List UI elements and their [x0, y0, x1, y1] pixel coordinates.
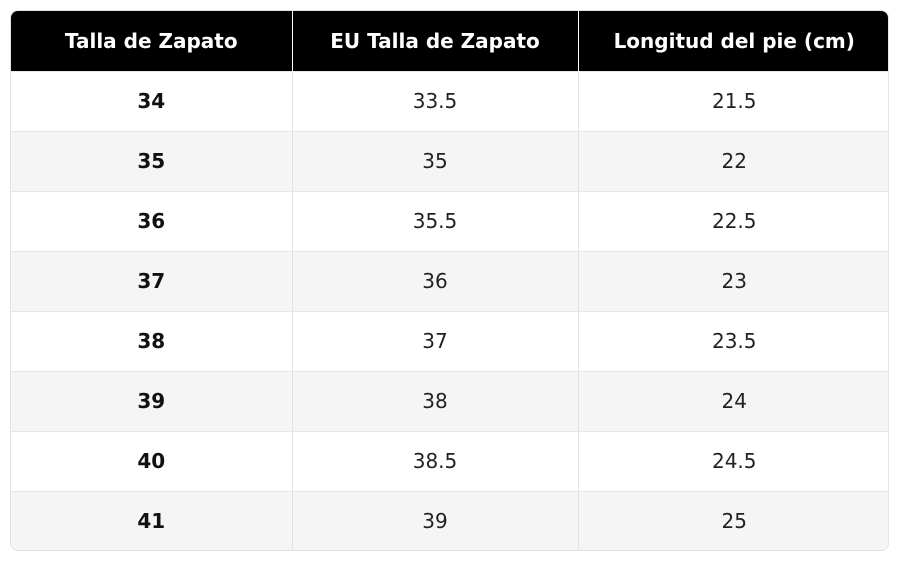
shoe-size-cell: 41	[11, 490, 293, 550]
shoe-size-cell: 37	[11, 250, 293, 311]
table-header: Talla de Zapato EU Talla de Zapato Longi…	[11, 11, 888, 71]
foot-length-cell: 22	[578, 130, 888, 191]
table-row: 35 35 22	[11, 130, 888, 191]
table-row: 40 38.5 24.5	[11, 430, 888, 491]
eu-size-cell: 33.5	[292, 70, 579, 131]
shoe-size-cell: 38	[11, 310, 293, 371]
eu-size-cell: 35	[292, 130, 579, 191]
foot-length-cell: 21.5	[578, 70, 888, 131]
shoe-size-cell: 35	[11, 130, 293, 191]
size-chart-table-container: Talla de Zapato EU Talla de Zapato Longi…	[10, 10, 889, 551]
table-row: 37 36 23	[11, 250, 888, 311]
eu-size-cell: 38	[292, 370, 579, 431]
table-row: 39 38 24	[11, 370, 888, 431]
eu-size-cell: 38.5	[292, 430, 579, 491]
foot-length-cell: 24	[578, 370, 888, 431]
shoe-size-cell: 36	[11, 190, 293, 251]
size-chart-table: Talla de Zapato EU Talla de Zapato Longi…	[11, 11, 888, 550]
eu-size-cell: 36	[292, 250, 579, 311]
eu-size-cell: 35.5	[292, 190, 579, 251]
foot-length-cell: 24.5	[578, 430, 888, 491]
header-shoe-size: Talla de Zapato	[11, 11, 293, 71]
foot-length-cell: 23.5	[578, 310, 888, 371]
table-row: 41 39 25	[11, 490, 888, 550]
eu-size-cell: 37	[292, 310, 579, 371]
foot-length-cell: 25	[578, 490, 888, 550]
header-foot-length: Longitud del pie (cm)	[578, 11, 888, 71]
foot-length-cell: 22.5	[578, 190, 888, 251]
table-row: 34 33.5 21.5	[11, 70, 888, 131]
shoe-size-cell: 34	[11, 70, 293, 131]
foot-length-cell: 23	[578, 250, 888, 311]
table-row: 38 37 23.5	[11, 310, 888, 371]
shoe-size-cell: 40	[11, 430, 293, 491]
eu-size-cell: 39	[292, 490, 579, 550]
table-row: 36 35.5 22.5	[11, 190, 888, 251]
shoe-size-cell: 39	[11, 370, 293, 431]
header-row: Talla de Zapato EU Talla de Zapato Longi…	[11, 11, 888, 71]
table-body: 34 33.5 21.5 35 35 22 36 35.5 22.5 37 36…	[11, 70, 888, 550]
header-eu-shoe-size: EU Talla de Zapato	[292, 11, 579, 71]
